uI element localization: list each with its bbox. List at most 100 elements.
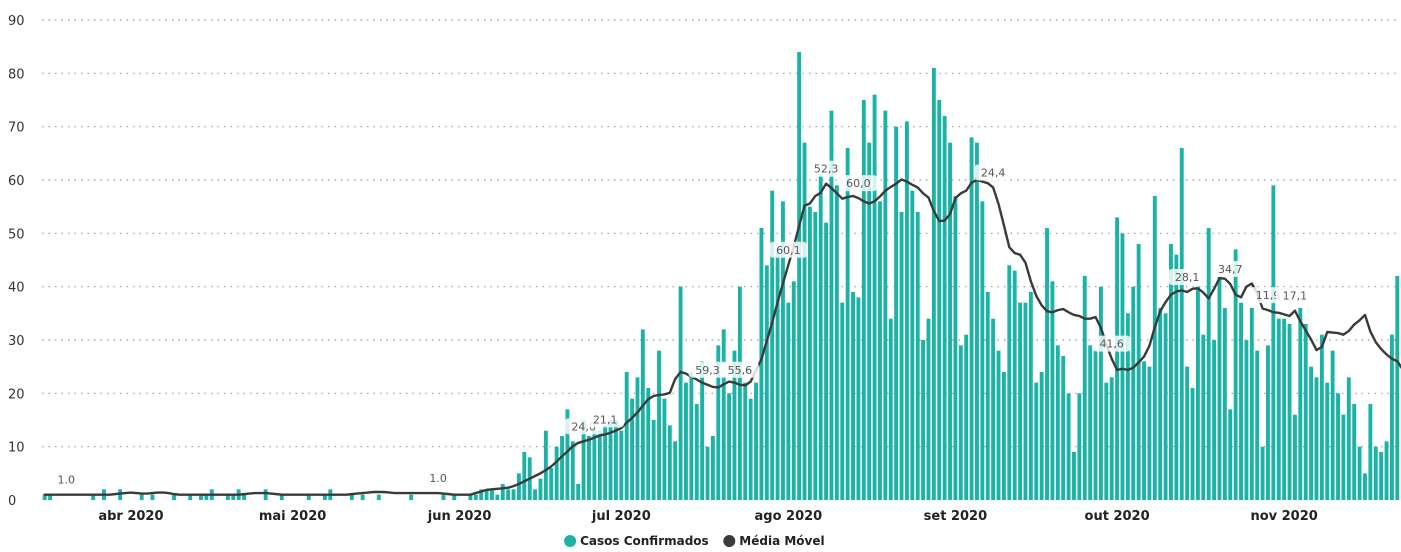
bar[interactable] — [807, 206, 812, 500]
bar[interactable] — [894, 126, 899, 501]
bar[interactable] — [1389, 334, 1394, 500]
bar[interactable] — [958, 345, 963, 500]
bar[interactable] — [231, 494, 236, 500]
bar[interactable] — [468, 494, 473, 500]
bar[interactable] — [1346, 377, 1351, 500]
bar[interactable] — [829, 110, 834, 501]
bar[interactable] — [1093, 350, 1098, 500]
bar[interactable] — [737, 286, 742, 500]
bar[interactable] — [1147, 366, 1152, 500]
bar[interactable] — [942, 116, 947, 500]
bar[interactable] — [996, 350, 1001, 500]
bar[interactable] — [1072, 452, 1076, 500]
bar[interactable] — [991, 318, 996, 500]
bar[interactable] — [1163, 313, 1168, 500]
bar[interactable] — [349, 494, 354, 500]
bar[interactable] — [1045, 228, 1049, 500]
bar[interactable] — [242, 494, 247, 500]
bar[interactable] — [856, 297, 861, 500]
bar[interactable] — [975, 142, 979, 500]
bar[interactable] — [1363, 473, 1367, 500]
bar[interactable] — [522, 452, 527, 500]
bar[interactable] — [1185, 366, 1190, 500]
bar[interactable] — [754, 382, 758, 500]
bar[interactable] — [484, 489, 489, 500]
bar[interactable] — [689, 372, 694, 500]
bar[interactable] — [1309, 366, 1314, 500]
bar[interactable] — [1018, 302, 1023, 500]
bar[interactable] — [1319, 334, 1324, 500]
bar[interactable] — [1179, 148, 1184, 500]
bar[interactable] — [570, 441, 575, 500]
bar[interactable] — [904, 121, 909, 500]
bar[interactable] — [1282, 318, 1287, 500]
bar[interactable] — [48, 494, 53, 500]
bar[interactable] — [279, 494, 284, 500]
bar[interactable] — [1115, 217, 1120, 501]
bar[interactable] — [1201, 334, 1206, 500]
bar[interactable] — [1206, 228, 1211, 500]
bar[interactable] — [1120, 233, 1125, 501]
bar[interactable] — [1131, 286, 1136, 500]
bar[interactable] — [824, 222, 829, 500]
bar[interactable] — [1109, 377, 1114, 500]
bar[interactable] — [1239, 302, 1243, 500]
bar[interactable] — [1276, 318, 1281, 500]
bar[interactable] — [1190, 388, 1195, 500]
bar[interactable] — [867, 142, 872, 500]
bar[interactable] — [813, 212, 818, 500]
bar[interactable] — [657, 350, 661, 500]
bar[interactable] — [646, 388, 651, 500]
bar[interactable] — [1395, 276, 1400, 500]
bar[interactable] — [533, 489, 538, 500]
bar[interactable] — [775, 249, 780, 500]
bar[interactable] — [473, 494, 478, 500]
bar[interactable] — [964, 334, 969, 500]
bar[interactable] — [511, 489, 516, 500]
bar[interactable] — [878, 201, 882, 501]
bar[interactable] — [700, 361, 705, 500]
bar[interactable] — [172, 494, 176, 500]
bar[interactable] — [91, 494, 96, 500]
bar[interactable] — [581, 420, 586, 500]
bar[interactable] — [1028, 292, 1033, 500]
bar[interactable] — [1066, 393, 1071, 500]
bar[interactable] — [786, 302, 791, 500]
bar[interactable] — [1195, 286, 1200, 500]
bar[interactable] — [770, 190, 775, 500]
bar[interactable] — [851, 292, 855, 500]
bar[interactable] — [948, 142, 952, 500]
bar[interactable] — [1088, 345, 1093, 500]
bar[interactable] — [139, 494, 144, 500]
bar[interactable] — [651, 420, 656, 500]
bar[interactable] — [1314, 377, 1319, 500]
bar[interactable] — [613, 420, 618, 500]
bar[interactable] — [969, 137, 974, 501]
bar[interactable] — [716, 345, 721, 500]
bar[interactable] — [727, 393, 732, 500]
bar[interactable] — [1061, 356, 1066, 500]
bar[interactable] — [409, 494, 414, 500]
bar[interactable] — [1125, 313, 1130, 500]
bar[interactable] — [608, 420, 613, 500]
bar[interactable] — [188, 494, 193, 500]
bar[interactable] — [926, 318, 931, 500]
bar[interactable] — [694, 404, 699, 500]
bar[interactable] — [1330, 350, 1335, 500]
bar[interactable] — [931, 68, 936, 500]
bar[interactable] — [1233, 249, 1238, 500]
bar[interactable] — [199, 494, 203, 500]
bar[interactable] — [204, 494, 209, 500]
bar[interactable] — [549, 468, 554, 500]
bar[interactable] — [980, 201, 985, 501]
bar[interactable] — [1266, 345, 1270, 500]
bar[interactable] — [1152, 196, 1157, 500]
bar[interactable] — [1249, 308, 1254, 500]
bar[interactable] — [587, 436, 591, 500]
bar[interactable] — [818, 174, 823, 500]
bar[interactable] — [1260, 446, 1265, 500]
bar[interactable] — [640, 329, 645, 500]
bar[interactable] — [1023, 302, 1028, 500]
bar[interactable] — [1244, 340, 1249, 500]
bar[interactable] — [1352, 404, 1357, 500]
